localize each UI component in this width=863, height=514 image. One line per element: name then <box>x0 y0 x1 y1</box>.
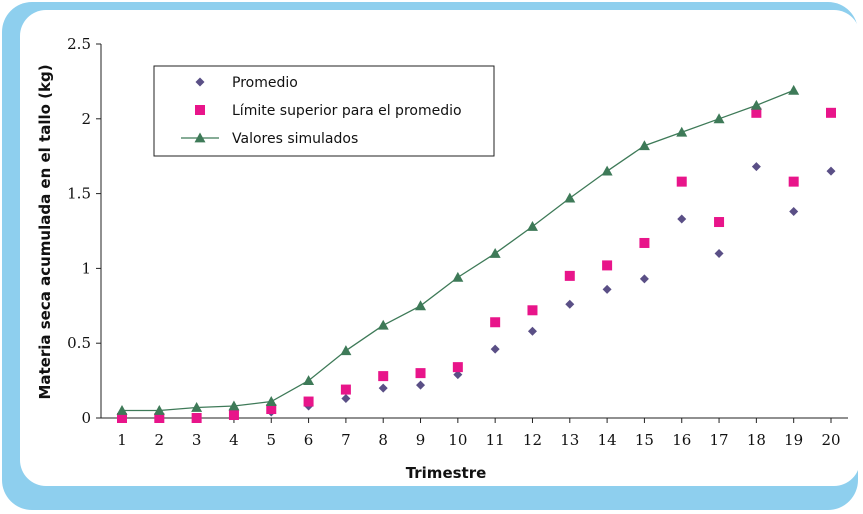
limite-superior-point <box>826 107 836 118</box>
axes <box>96 43 848 423</box>
limite-superior-point <box>527 305 538 316</box>
limite-superior-point <box>639 237 650 248</box>
tick-labels: 00.511.522.51 2 3 4 5 6 7 8 9 10 11 12 13 14 15 16 17 18 1… <box>67 35 840 449</box>
valores-simulados-point <box>676 126 688 137</box>
limite-superior-point <box>154 413 165 423</box>
valores-simulados-point <box>377 319 389 330</box>
legend-marker <box>194 132 206 143</box>
valores-simulados-point <box>638 140 650 151</box>
limite-superior-point <box>117 413 127 423</box>
promedio-point <box>677 214 687 224</box>
limite-superior-point <box>490 317 501 328</box>
valores-simulados-point <box>713 113 725 124</box>
limite-superior-point <box>714 217 725 228</box>
promedio-point <box>565 299 575 309</box>
valores-simulados-point <box>228 400 240 411</box>
x-tick-label: 11 <box>486 431 505 449</box>
promedio-point <box>453 370 463 380</box>
limite-superior-point <box>415 368 426 379</box>
valores-simulados-point <box>788 84 800 95</box>
promedio-point <box>826 166 836 176</box>
valores-simulados-point <box>153 405 165 415</box>
x-tick-label: 18 <box>747 431 766 449</box>
limite-superior-point <box>303 396 314 407</box>
limite-superior-point <box>378 371 389 382</box>
legend: Promedio Límite superior para el promedio… <box>153 65 495 157</box>
x-tick-label: 13 <box>560 431 579 449</box>
legend-box <box>153 65 495 157</box>
x-tick-label: 5 <box>266 431 276 449</box>
x-tick-label: 4 <box>229 431 239 449</box>
y-tick-label: 1.5 <box>67 185 91 203</box>
y-tick-label: 0.5 <box>67 334 91 352</box>
promedio-point <box>639 274 649 284</box>
promedio-point <box>714 248 724 258</box>
limite-superior-point <box>788 176 799 187</box>
valores-simulados-point <box>340 345 352 356</box>
y-tick-label: 2 <box>81 110 91 128</box>
valores-simulados-point <box>526 221 538 231</box>
promedio-point <box>341 394 351 404</box>
y-tick-label: 2.5 <box>67 35 91 53</box>
promedio-point <box>490 344 500 354</box>
x-tick-label: 1 <box>117 431 127 449</box>
limite-superior-point <box>191 413 202 423</box>
x-tick-label: 9 <box>416 431 426 449</box>
y-axis-title: Materia seca acumulada en el tallo (kg) <box>36 64 54 399</box>
limite-superior-point <box>452 362 463 373</box>
x-tick-label: 12 <box>523 431 542 449</box>
valores-simulados-point <box>489 247 501 258</box>
promedio-point <box>527 326 537 336</box>
y-tick-label: 1 <box>81 259 91 277</box>
legend-label: Límite superior para el promedio <box>232 103 462 119</box>
legend-label: Promedio <box>232 75 298 91</box>
valores-simulados-point <box>265 396 277 406</box>
series-markers <box>116 84 836 423</box>
x-tick-label: 19 <box>784 431 803 449</box>
x-tick-label: 2 <box>155 431 165 449</box>
x-tick-label: 7 <box>341 431 351 449</box>
limite-superior-point <box>602 260 613 271</box>
promedio-point <box>416 380 426 390</box>
x-tick-label: 17 <box>710 431 729 449</box>
limite-superior-point <box>564 270 575 281</box>
x-tick-label: 20 <box>821 431 840 449</box>
valores-simulados-point <box>601 165 613 176</box>
promedio-point <box>751 162 761 172</box>
limite-superior-point <box>228 410 239 421</box>
legend-marker <box>195 77 205 87</box>
valores-simulados-point <box>750 99 762 110</box>
x-tick-label: 6 <box>304 431 314 449</box>
legend-marker <box>195 105 205 115</box>
promedio-point <box>602 284 612 294</box>
y-tick-label: 0 <box>81 409 91 427</box>
limite-superior-point <box>340 384 351 395</box>
x-tick-label: 15 <box>635 431 654 449</box>
promedio-point <box>789 207 799 217</box>
legend-label: Valores simulados <box>232 131 358 147</box>
valores-simulados-point <box>191 402 203 412</box>
promedio-point <box>378 383 388 393</box>
valores-simulados-point <box>452 271 464 282</box>
valores-simulados-point <box>303 375 315 385</box>
x-tick-label: 8 <box>378 431 388 449</box>
limite-superior-point <box>676 176 687 187</box>
limite-superior-point <box>751 107 762 118</box>
valores-simulados-point <box>415 300 427 311</box>
x-axis-title: Trimestre <box>406 464 487 482</box>
x-tick-label: 16 <box>672 431 691 449</box>
x-tick-label: 14 <box>598 431 617 449</box>
valores-simulados-point <box>564 192 576 203</box>
limite-superior-point <box>266 404 277 415</box>
x-tick-label: 10 <box>448 431 467 449</box>
x-tick-label: 3 <box>192 431 202 449</box>
valores-simulados-point <box>116 405 128 415</box>
